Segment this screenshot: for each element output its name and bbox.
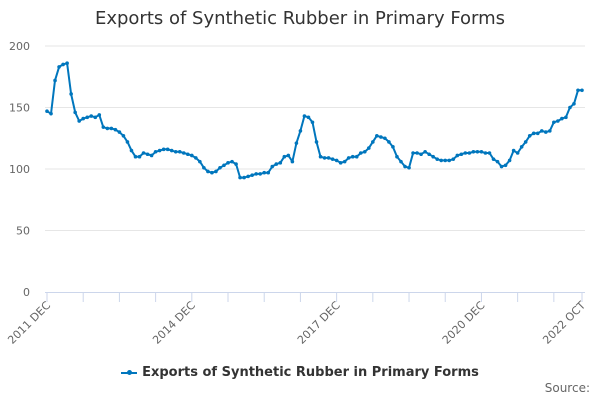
- svg-text:150: 150: [9, 102, 30, 115]
- svg-text:0: 0: [23, 286, 30, 299]
- legend-label: Exports of Synthetic Rubber in Primary F…: [142, 365, 479, 380]
- data-point-markers: [45, 61, 584, 180]
- svg-text:2020 DEC: 2020 DEC: [440, 299, 488, 347]
- series-line: [46, 62, 582, 179]
- gridlines: [45, 45, 585, 231]
- svg-text:200: 200: [9, 40, 30, 53]
- svg-text:2011 DEC: 2011 DEC: [5, 299, 53, 347]
- svg-text:50: 50: [16, 225, 30, 238]
- svg-text:2022 OCT: 2022 OCT: [540, 299, 588, 347]
- chart-title: Exports of Synthetic Rubber in Primary F…: [94, 8, 506, 29]
- x-axis: 2011 DEC 2014 DEC 2017 DEC 2020 DEC 2022 OCT: [5, 292, 588, 347]
- legend-item[interactable]: Exports of Synthetic Rubber in Primary F…: [0, 365, 600, 380]
- svg-text:2014 DEC: 2014 DEC: [150, 299, 198, 347]
- svg-text:2017 DEC: 2017 DEC: [295, 299, 343, 347]
- svg-text:100: 100: [9, 163, 30, 176]
- legend-line-icon: [121, 369, 138, 375]
- source-label: Source:: [544, 381, 590, 395]
- y-axis: 0 50 100 150 200: [9, 40, 30, 299]
